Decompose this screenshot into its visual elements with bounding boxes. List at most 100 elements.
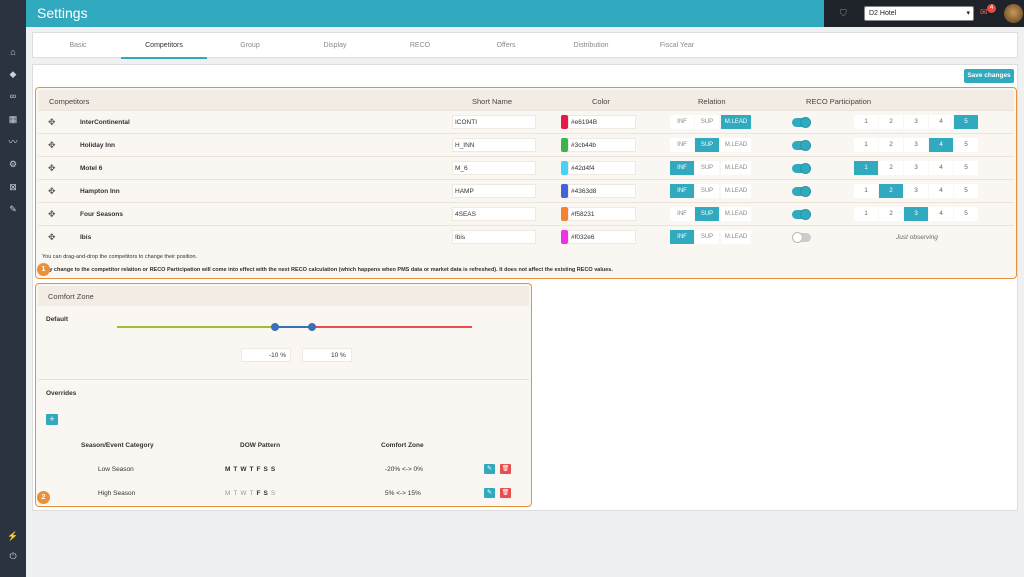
hotel-select[interactable]: D2 Hotel ▾ bbox=[864, 6, 974, 21]
relation-sup-button[interactable]: SUP bbox=[695, 161, 719, 175]
shield-icon[interactable]: ⛉ bbox=[840, 8, 847, 18]
participation-2-button[interactable]: 2 bbox=[879, 161, 903, 175]
slider-handle-high[interactable] bbox=[308, 323, 316, 331]
diamond-icon[interactable]: ◆ bbox=[9, 69, 17, 79]
participation-toggle[interactable] bbox=[792, 117, 811, 128]
network-icon[interactable]: ⊠ bbox=[9, 182, 17, 192]
participation-1-button[interactable]: 1 bbox=[854, 184, 878, 198]
relation-mlead-button[interactable]: M.LEAD bbox=[721, 230, 751, 244]
participation-4-button[interactable]: 4 bbox=[929, 115, 953, 129]
notification-icon[interactable]: ✉ bbox=[980, 7, 988, 17]
tab-fiscal-year[interactable]: Fiscal Year bbox=[659, 42, 695, 49]
color-input[interactable]: #42d4f4 bbox=[568, 161, 636, 175]
participation-2-button[interactable]: 2 bbox=[879, 207, 903, 221]
participation-2-button[interactable]: 2 bbox=[879, 184, 903, 198]
color-swatch[interactable] bbox=[561, 161, 568, 175]
relation-mlead-button[interactable]: M.LEAD bbox=[721, 138, 751, 152]
tab-distribution[interactable]: Distribution bbox=[573, 42, 609, 49]
color-swatch[interactable] bbox=[561, 115, 568, 129]
drag-handle-icon[interactable]: ✥ bbox=[48, 140, 56, 150]
plug-icon[interactable]: ⚡ bbox=[7, 531, 19, 541]
participation-4-button[interactable]: 4 bbox=[929, 161, 953, 175]
edit-button[interactable]: ✎ bbox=[484, 464, 495, 474]
participation-toggle[interactable] bbox=[792, 186, 811, 197]
avatar[interactable] bbox=[1004, 4, 1023, 23]
color-swatch[interactable] bbox=[561, 184, 568, 198]
tab-offers[interactable]: Offers bbox=[496, 42, 516, 49]
comfort-high-input[interactable]: 10 % bbox=[302, 348, 352, 362]
participation-5-button[interactable]: 5 bbox=[954, 138, 978, 152]
participation-toggle[interactable] bbox=[792, 163, 811, 174]
delete-button[interactable]: 🗑 bbox=[500, 464, 511, 474]
relation-sup-button[interactable]: SUP bbox=[695, 138, 719, 152]
participation-4-button[interactable]: 4 bbox=[929, 138, 953, 152]
relation-inf-button[interactable]: INF bbox=[670, 161, 694, 175]
home-icon[interactable]: ⌂ bbox=[10, 47, 16, 57]
participation-toggle[interactable] bbox=[792, 209, 811, 220]
color-swatch[interactable] bbox=[561, 138, 568, 152]
relation-mlead-button[interactable]: M.LEAD bbox=[721, 207, 751, 221]
slider-handle-low[interactable] bbox=[271, 323, 279, 331]
participation-1-button[interactable]: 1 bbox=[854, 161, 878, 175]
comfort-low-input[interactable]: -10 % bbox=[241, 348, 291, 362]
drag-handle-icon[interactable]: ✥ bbox=[48, 117, 56, 127]
tab-display[interactable]: Display bbox=[323, 42, 347, 49]
short-name-input[interactable]: HAMP bbox=[452, 184, 536, 198]
participation-4-button[interactable]: 4 bbox=[929, 207, 953, 221]
tab-basic[interactable]: Basic bbox=[69, 42, 87, 49]
gear-icon[interactable]: ⚙ bbox=[8, 159, 18, 169]
add-override-button[interactable]: + bbox=[46, 414, 58, 425]
relation-inf-button[interactable]: INF bbox=[670, 184, 694, 198]
participation-1-button[interactable]: 1 bbox=[854, 207, 878, 221]
drag-handle-icon[interactable]: ✥ bbox=[48, 209, 56, 219]
participation-3-button[interactable]: 3 bbox=[904, 138, 928, 152]
relation-sup-button[interactable]: SUP bbox=[695, 230, 719, 244]
participation-5-button[interactable]: 5 bbox=[954, 115, 978, 129]
tab-reco[interactable]: RECO bbox=[409, 42, 431, 49]
participation-3-button[interactable]: 3 bbox=[904, 207, 928, 221]
wrench-icon[interactable]: ✎ bbox=[9, 204, 17, 214]
delete-button[interactable]: 🗑 bbox=[500, 488, 511, 498]
participation-2-button[interactable]: 2 bbox=[879, 138, 903, 152]
participation-3-button[interactable]: 3 bbox=[904, 184, 928, 198]
calendar-icon[interactable]: ▦ bbox=[8, 114, 18, 124]
short-name-input[interactable]: M_6 bbox=[452, 161, 536, 175]
drag-handle-icon[interactable]: ✥ bbox=[48, 186, 56, 196]
relation-sup-button[interactable]: SUP bbox=[695, 184, 719, 198]
color-input[interactable]: #4363d8 bbox=[568, 184, 636, 198]
participation-3-button[interactable]: 3 bbox=[904, 161, 928, 175]
edit-button[interactable]: ✎ bbox=[484, 488, 495, 498]
save-changes-button[interactable]: Save changes bbox=[964, 69, 1014, 83]
color-swatch[interactable] bbox=[561, 230, 568, 244]
relation-mlead-button[interactable]: M.LEAD bbox=[721, 161, 751, 175]
relation-mlead-button[interactable]: M.LEAD bbox=[721, 115, 751, 129]
short-name-input[interactable]: 4SEAS bbox=[452, 207, 536, 221]
participation-toggle[interactable] bbox=[792, 140, 811, 151]
participation-1-button[interactable]: 1 bbox=[854, 115, 878, 129]
color-input[interactable]: #f58231 bbox=[568, 207, 636, 221]
color-input[interactable]: #3cb44b bbox=[568, 138, 636, 152]
participation-toggle[interactable] bbox=[792, 232, 811, 243]
color-swatch[interactable] bbox=[561, 207, 568, 221]
participation-1-button[interactable]: 1 bbox=[854, 138, 878, 152]
relation-inf-button[interactable]: INF bbox=[670, 138, 694, 152]
relation-inf-button[interactable]: INF bbox=[670, 207, 694, 221]
participation-3-button[interactable]: 3 bbox=[904, 115, 928, 129]
short-name-input[interactable]: Ibis bbox=[452, 230, 536, 244]
participation-5-button[interactable]: 5 bbox=[954, 207, 978, 221]
participation-5-button[interactable]: 5 bbox=[954, 161, 978, 175]
color-input[interactable]: #f032e6 bbox=[568, 230, 636, 244]
chart-icon[interactable]: 〰 bbox=[8, 137, 18, 147]
relation-sup-button[interactable]: SUP bbox=[695, 207, 719, 221]
relation-inf-button[interactable]: INF bbox=[670, 115, 694, 129]
binoculars-icon[interactable]: ∞ bbox=[9, 91, 17, 101]
drag-handle-icon[interactable]: ✥ bbox=[48, 163, 56, 173]
drag-handle-icon[interactable]: ✥ bbox=[48, 232, 56, 242]
relation-mlead-button[interactable]: M.LEAD bbox=[721, 184, 751, 198]
participation-4-button[interactable]: 4 bbox=[929, 184, 953, 198]
power-icon[interactable]: ⏻ bbox=[9, 551, 17, 561]
tab-group[interactable]: Group bbox=[240, 42, 260, 49]
short-name-input[interactable]: H_INN bbox=[452, 138, 536, 152]
color-input[interactable]: #e6194B bbox=[568, 115, 636, 129]
participation-2-button[interactable]: 2 bbox=[879, 115, 903, 129]
